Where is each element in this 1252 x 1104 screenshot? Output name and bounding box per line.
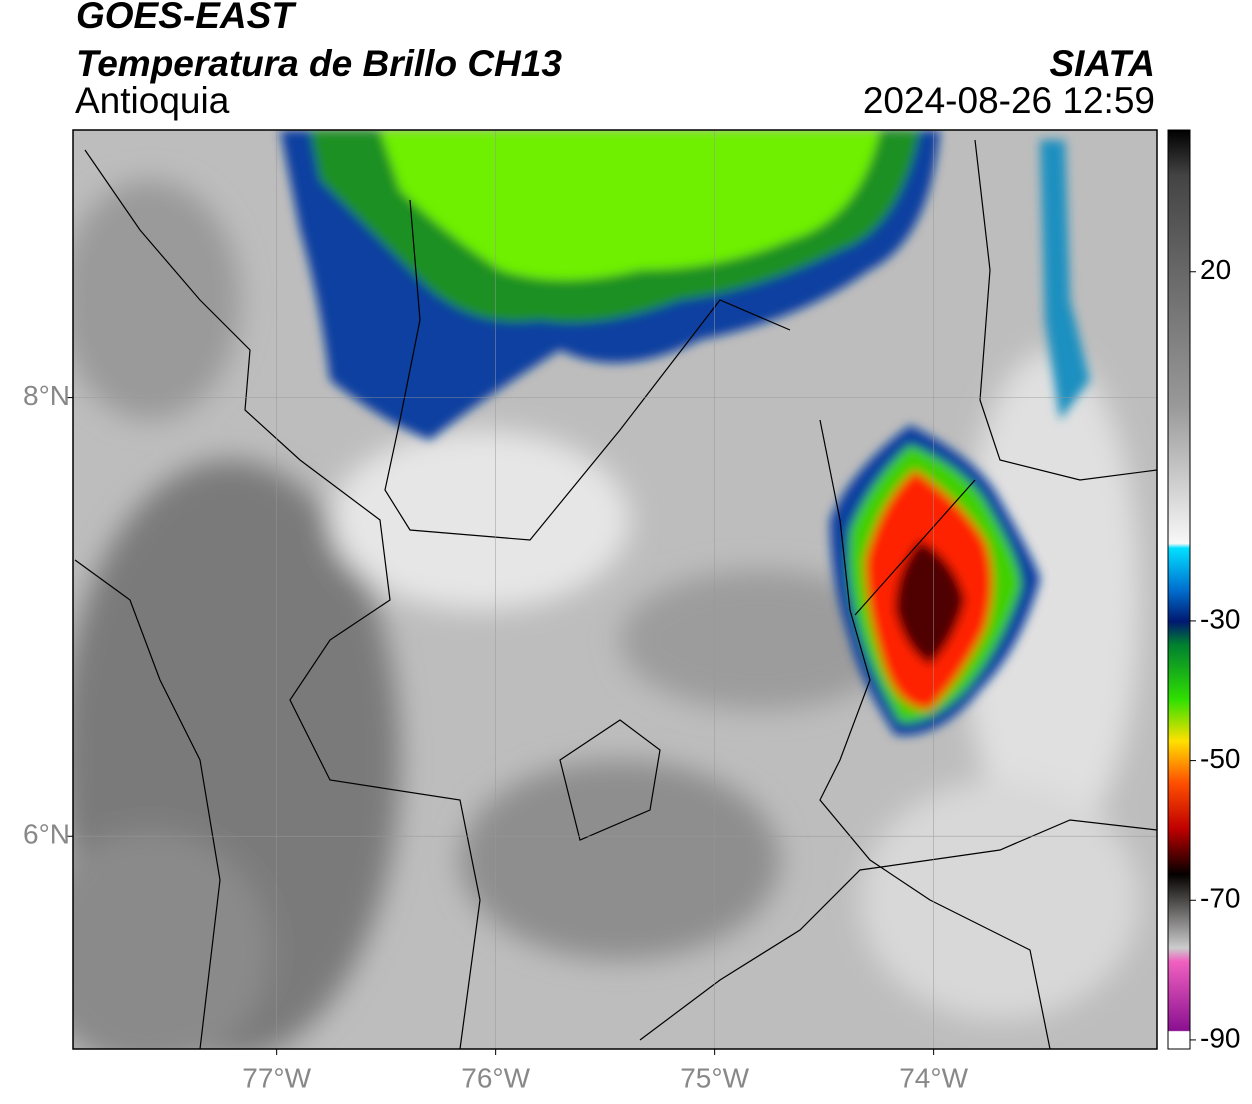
colorbar-tick-label: -90	[1200, 1022, 1240, 1053]
region: Antioquia	[75, 80, 230, 121]
subtitle: Temperatura de Brillo CH13	[76, 43, 562, 84]
colorbar-tick-label: -50	[1200, 743, 1240, 774]
colorbar-tick-label: -30	[1200, 603, 1240, 634]
colorbar	[1167, 129, 1191, 1050]
source: SIATA	[1049, 43, 1155, 84]
grid	[73, 130, 1157, 1049]
x-tick-label: 77°W	[242, 1062, 311, 1093]
colorbar-tick-label: -70	[1200, 883, 1240, 914]
x-tick-label: 74°W	[899, 1062, 968, 1093]
x-tick-label: 75°W	[680, 1062, 749, 1093]
satellite-image	[73, 130, 1157, 1049]
y-tick-label: 6°N	[23, 819, 70, 850]
y-tick-label: 8°N	[23, 380, 70, 411]
title: GOES-EAST	[76, 0, 297, 36]
map-frame	[72, 129, 1158, 1050]
x-tick-label: 76°W	[461, 1062, 530, 1093]
colorbar-tick-label: 20	[1200, 254, 1231, 285]
timestamp: 2024-08-26 12:59	[863, 80, 1155, 121]
